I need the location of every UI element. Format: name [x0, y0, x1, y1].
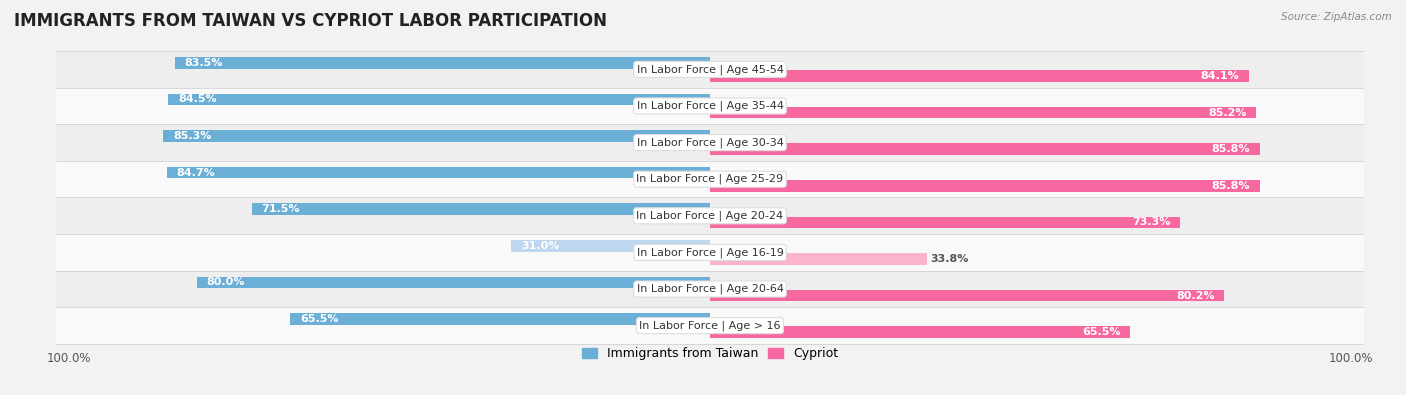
Text: In Labor Force | Age 20-24: In Labor Force | Age 20-24: [637, 211, 783, 221]
Text: 84.5%: 84.5%: [179, 94, 217, 104]
Text: In Labor Force | Age 35-44: In Labor Force | Age 35-44: [637, 101, 783, 111]
Bar: [37, 161, 1384, 198]
Bar: [710, 216, 1180, 228]
Text: 31.0%: 31.0%: [522, 241, 560, 251]
Text: In Labor Force | Age > 16: In Labor Force | Age > 16: [640, 320, 780, 331]
Text: In Labor Force | Age 16-19: In Labor Force | Age 16-19: [637, 247, 783, 258]
Text: Source: ZipAtlas.com: Source: ZipAtlas.com: [1281, 12, 1392, 22]
Bar: [710, 107, 1256, 118]
Bar: [37, 124, 1384, 161]
Bar: [710, 326, 1130, 338]
Text: IMMIGRANTS FROM TAIWAN VS CYPRIOT LABOR PARTICIPATION: IMMIGRANTS FROM TAIWAN VS CYPRIOT LABOR …: [14, 12, 607, 30]
Text: 83.5%: 83.5%: [184, 58, 222, 68]
Text: 33.8%: 33.8%: [929, 254, 969, 264]
Bar: [37, 198, 1384, 234]
Bar: [163, 130, 710, 142]
Bar: [710, 143, 1260, 155]
Bar: [37, 88, 1384, 124]
Legend: Immigrants from Taiwan, Cypriot: Immigrants from Taiwan, Cypriot: [576, 342, 844, 365]
Text: 80.2%: 80.2%: [1175, 291, 1215, 301]
Bar: [290, 313, 710, 325]
Text: 85.8%: 85.8%: [1212, 181, 1250, 191]
Bar: [710, 253, 927, 265]
Bar: [252, 203, 710, 215]
Text: In Labor Force | Age 45-54: In Labor Force | Age 45-54: [637, 64, 783, 75]
Bar: [37, 234, 1384, 271]
Text: 65.5%: 65.5%: [299, 314, 339, 324]
Bar: [710, 70, 1249, 82]
Bar: [174, 57, 710, 69]
Text: 85.8%: 85.8%: [1212, 144, 1250, 154]
Text: 71.5%: 71.5%: [262, 204, 299, 214]
Text: In Labor Force | Age 25-29: In Labor Force | Age 25-29: [637, 174, 783, 184]
Text: In Labor Force | Age 30-34: In Labor Force | Age 30-34: [637, 137, 783, 148]
Text: In Labor Force | Age 20-64: In Labor Force | Age 20-64: [637, 284, 783, 294]
Text: 85.2%: 85.2%: [1208, 107, 1247, 118]
Text: 85.3%: 85.3%: [173, 131, 211, 141]
Bar: [167, 167, 710, 179]
Bar: [710, 180, 1260, 192]
Text: 84.7%: 84.7%: [177, 167, 215, 178]
Bar: [169, 94, 710, 105]
Bar: [37, 51, 1384, 88]
Text: 80.0%: 80.0%: [207, 277, 245, 288]
Bar: [197, 276, 710, 288]
Bar: [37, 271, 1384, 307]
Bar: [710, 290, 1225, 301]
Bar: [37, 307, 1384, 344]
Text: 73.3%: 73.3%: [1132, 217, 1170, 228]
Bar: [512, 240, 710, 252]
Text: 65.5%: 65.5%: [1081, 327, 1121, 337]
Text: 84.1%: 84.1%: [1201, 71, 1240, 81]
